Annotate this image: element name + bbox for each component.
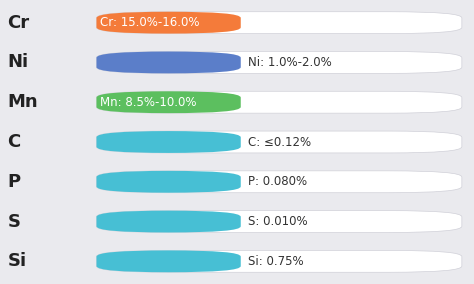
Text: Ni: Ni bbox=[8, 53, 28, 72]
Text: Mn: 8.5%-10.0%: Mn: 8.5%-10.0% bbox=[100, 96, 197, 109]
FancyBboxPatch shape bbox=[97, 12, 462, 34]
FancyBboxPatch shape bbox=[97, 171, 241, 193]
FancyBboxPatch shape bbox=[97, 250, 462, 272]
FancyBboxPatch shape bbox=[97, 91, 462, 113]
FancyBboxPatch shape bbox=[97, 131, 462, 153]
Text: Si: 0.75%: Si: 0.75% bbox=[248, 255, 303, 268]
FancyBboxPatch shape bbox=[97, 211, 462, 233]
FancyBboxPatch shape bbox=[97, 250, 241, 272]
FancyBboxPatch shape bbox=[97, 211, 241, 233]
FancyBboxPatch shape bbox=[97, 171, 462, 193]
Text: S: S bbox=[8, 212, 20, 231]
Text: Cr: Cr bbox=[8, 14, 29, 32]
Text: C: ≤0.12%: C: ≤0.12% bbox=[248, 135, 311, 149]
Text: P: 0.080%: P: 0.080% bbox=[248, 175, 307, 188]
Text: C: C bbox=[8, 133, 21, 151]
Text: Cr: 15.0%-16.0%: Cr: 15.0%-16.0% bbox=[100, 16, 200, 29]
FancyBboxPatch shape bbox=[97, 131, 241, 153]
Text: S: 0.010%: S: 0.010% bbox=[248, 215, 308, 228]
FancyBboxPatch shape bbox=[97, 12, 241, 34]
Text: Mn: Mn bbox=[8, 93, 38, 111]
Text: Si: Si bbox=[8, 252, 27, 270]
FancyBboxPatch shape bbox=[97, 51, 241, 73]
Text: Ni: 1.0%-2.0%: Ni: 1.0%-2.0% bbox=[248, 56, 331, 69]
Text: P: P bbox=[8, 173, 20, 191]
FancyBboxPatch shape bbox=[97, 51, 462, 73]
FancyBboxPatch shape bbox=[97, 91, 241, 113]
